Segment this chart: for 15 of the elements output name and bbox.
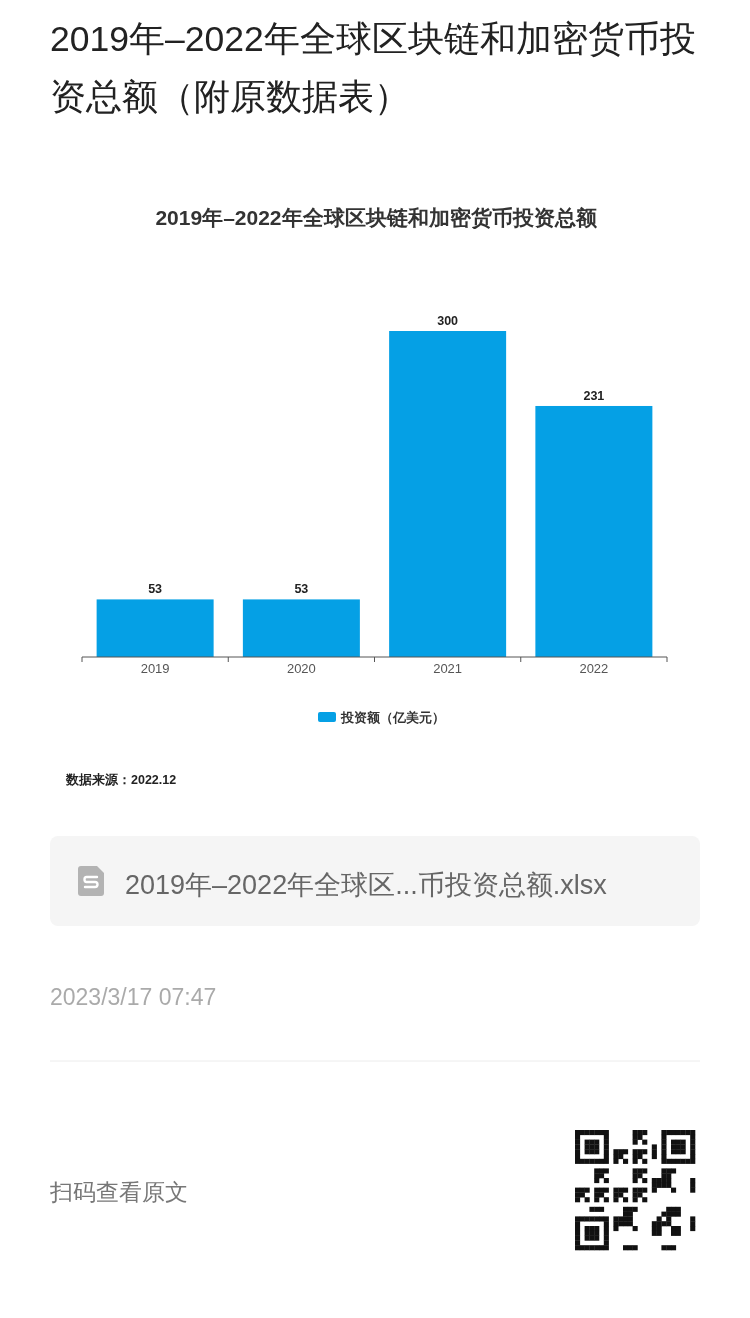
- data-label: 53: [294, 582, 309, 597]
- legend-label: 投资额（亿美元）: [340, 709, 445, 725]
- source-note: 数据来源：2022.12: [65, 773, 177, 787]
- chart-subtitle: 2019年–2022年全球区块链和加密货币投资总额: [155, 206, 598, 230]
- data-label: 300: [437, 314, 459, 328]
- x-tick-label: 2020: [286, 661, 316, 676]
- data-label: 53: [148, 582, 163, 597]
- text: 2019年–2022年全球区...币投资总额.xlsx: [125, 870, 608, 900]
- text: 扫码查看原文: [49, 1179, 188, 1205]
- x-tick-label: 2021: [433, 661, 463, 676]
- chart-title: 2019年–2022年全球区块链和加密货币投资总额（附原数据表）: [50, 18, 697, 119]
- data-label: 231: [583, 388, 605, 403]
- x-tick-label: 2022: [579, 661, 609, 676]
- text: 2023/3/17 07:47: [50, 984, 217, 1010]
- x-tick-label: 2019: [140, 661, 170, 676]
